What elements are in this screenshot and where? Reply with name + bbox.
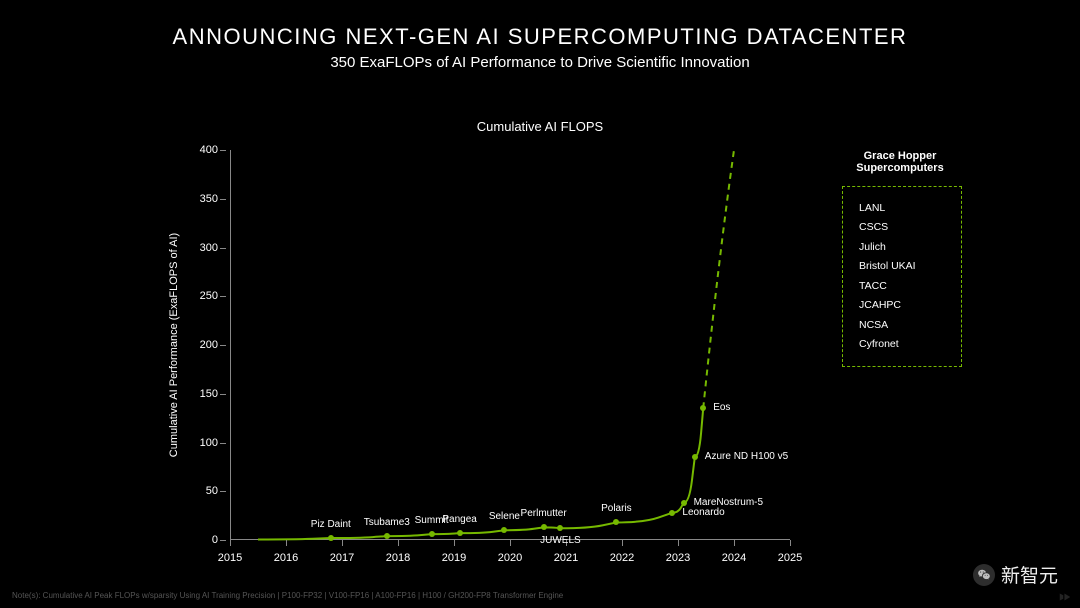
data-point-label: Polaris	[601, 503, 632, 514]
data-point-label: Tsubame3	[364, 517, 410, 528]
x-tick-label: 2023	[666, 552, 690, 564]
data-point-label: MareNostrum-5	[694, 497, 763, 508]
callout-item: Julich	[859, 238, 945, 257]
x-tick	[454, 540, 455, 546]
data-point	[328, 535, 334, 541]
chart-svg	[230, 150, 790, 540]
callout-item: TACC	[859, 277, 945, 296]
x-tick	[790, 540, 791, 546]
data-point-label: JUWELS	[540, 535, 581, 546]
y-tick-label: 300	[188, 242, 218, 254]
y-tick-label: 250	[188, 290, 218, 302]
y-tick-label: 50	[188, 485, 218, 497]
data-point-label: Azure ND H100 v5	[705, 451, 788, 462]
data-point-label: Piz Daint	[311, 519, 351, 530]
callout-title-line1: Grace Hopper	[864, 150, 937, 162]
x-tick	[286, 540, 287, 546]
x-tick-label: 2018	[386, 552, 410, 564]
y-axis-label: Cumulative AI Performance (ExaFLOPS of A…	[168, 233, 180, 457]
callout-title-line2: Supercomputers	[856, 162, 943, 174]
data-point	[700, 405, 706, 411]
y-tick	[220, 345, 226, 346]
wechat-icon	[973, 564, 995, 586]
callout-item: JCAHPC	[859, 296, 945, 315]
data-point	[384, 533, 390, 539]
footnote: Note(s): Cumulative AI Peak FLOPs w/spar…	[12, 591, 563, 600]
data-point	[429, 531, 435, 537]
y-tick	[220, 248, 226, 249]
x-tick-label: 2021	[554, 552, 578, 564]
y-tick-label: 100	[188, 437, 218, 449]
x-tick	[342, 540, 343, 546]
x-tick-label: 2024	[722, 552, 746, 564]
header: ANNOUNCING NEXT-GEN AI SUPERCOMPUTING DA…	[0, 0, 1080, 71]
x-tick-label: 2015	[218, 552, 242, 564]
y-tick-label: 400	[188, 144, 218, 156]
x-tick	[398, 540, 399, 546]
data-point	[541, 524, 547, 530]
data-point	[681, 500, 687, 506]
data-point-label: Leonardo	[682, 507, 724, 518]
y-tick	[220, 296, 226, 297]
y-tick-label: 200	[188, 339, 218, 351]
x-tick-label: 2017	[330, 552, 354, 564]
x-tick-label: 2022	[610, 552, 634, 564]
chart-area: Cumulative AI Performance (ExaFLOPS of A…	[230, 150, 790, 540]
x-tick-label: 2016	[274, 552, 298, 564]
nvidia-logo-icon	[1058, 590, 1072, 604]
x-tick-label: 2025	[778, 552, 802, 564]
data-point	[457, 530, 463, 536]
data-point	[613, 519, 619, 525]
data-point	[501, 527, 507, 533]
chart-title: Cumulative AI FLOPS	[0, 119, 1080, 134]
page-title: ANNOUNCING NEXT-GEN AI SUPERCOMPUTING DA…	[0, 24, 1080, 50]
watermark-text: 新智元	[1001, 561, 1058, 588]
data-point-label: Perlmutter	[521, 508, 567, 519]
y-tick	[220, 491, 226, 492]
data-point-label: Eos	[713, 402, 730, 413]
y-tick-label: 0	[188, 534, 218, 546]
data-point-label: Pangea	[442, 514, 476, 525]
callout-item: NCSA	[859, 316, 945, 335]
callout-box: LANLCSCSJulichBristol UKAITACCJCAHPCNCSA…	[842, 186, 962, 367]
data-point	[669, 510, 675, 516]
callout-item: Cyfronet	[859, 335, 945, 354]
x-tick	[510, 540, 511, 546]
trend-line-projected	[703, 150, 734, 408]
y-tick	[220, 540, 226, 541]
x-tick	[678, 540, 679, 546]
x-tick	[230, 540, 231, 546]
y-tick-label: 150	[188, 388, 218, 400]
x-tick-label: 2019	[442, 552, 466, 564]
x-tick-label: 2020	[498, 552, 522, 564]
x-tick	[734, 540, 735, 546]
y-tick	[220, 150, 226, 151]
watermark: 新智元	[973, 561, 1058, 588]
callout-item: Bristol UKAI	[859, 257, 945, 276]
page-subtitle: 350 ExaFLOPs of AI Performance to Drive …	[0, 54, 1080, 71]
x-tick	[622, 540, 623, 546]
data-point-label: Selene	[489, 511, 520, 522]
y-tick	[220, 199, 226, 200]
callout-title: Grace Hopper Supercomputers	[840, 150, 960, 174]
callout-item: LANL	[859, 199, 945, 218]
y-tick-label: 350	[188, 193, 218, 205]
data-point	[557, 525, 563, 531]
callout-item: CSCS	[859, 218, 945, 237]
y-tick	[220, 443, 226, 444]
y-tick	[220, 394, 226, 395]
data-point	[692, 454, 698, 460]
